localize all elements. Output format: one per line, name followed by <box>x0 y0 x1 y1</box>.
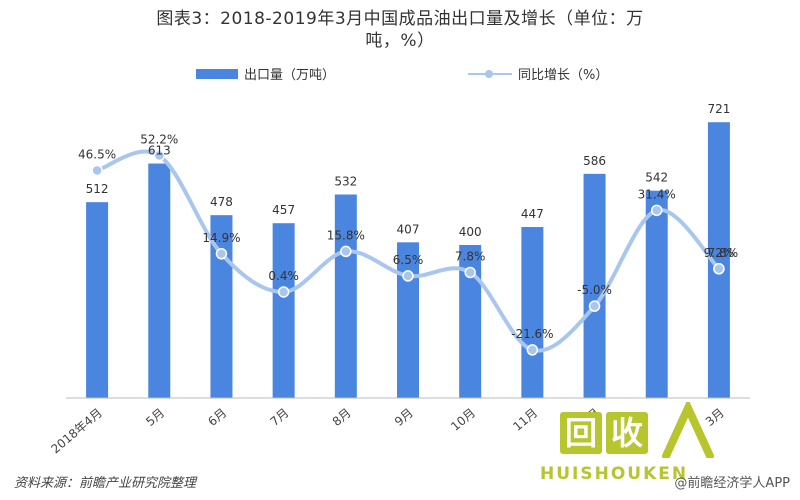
source-note: 资料来源：前瞻产业研究院整理 <box>14 476 197 491</box>
data-label-group: 512 613 478 457 532 407 400 447 586 542 721 46.5% 52… <box>78 102 738 341</box>
growth-point-5 <box>402 270 414 282</box>
bar-label-1: 613 <box>148 144 171 158</box>
watermark-logo: 回 收 HUISHOUKEN <box>540 398 730 494</box>
bar-label-5: 407 <box>397 222 420 236</box>
growth-point-extra <box>713 263 725 275</box>
bar-7 <box>521 227 544 398</box>
growth-label-5: 6.5% <box>393 253 424 267</box>
legend-item-bar: 出口量（万吨） <box>196 64 335 83</box>
watermark-logo-char2: 收 <box>606 412 648 454</box>
x-tick-label-0: 2018年4月 <box>48 406 105 457</box>
growth-point-9 <box>650 204 663 217</box>
growth-point-4 <box>340 245 352 258</box>
growth-label-6: 7.8% <box>455 249 486 263</box>
growth-label-3: 0.4% <box>268 269 299 283</box>
bar-8 <box>583 173 606 398</box>
x-tick-label-1: 5月 <box>143 406 167 429</box>
x-tick-label-2: 6月 <box>205 406 229 429</box>
growth-label-4: 15.8% <box>327 228 365 242</box>
bar-1 <box>148 163 171 398</box>
growth-point-8 <box>588 300 601 312</box>
watermark-logo-domain: HUISHOUKEN <box>540 464 689 484</box>
bar-label-8: 586 <box>583 154 606 168</box>
legend-bar-label: 出口量（万吨） <box>244 68 336 83</box>
bar-label-9: 542 <box>645 171 668 185</box>
x-tick-label-7: 11月 <box>510 406 540 434</box>
bar-3 <box>272 223 295 398</box>
chart-title-line1: 图表3：2018-2019年3月中国成品油出口量及增长（单位：万 <box>156 9 644 29</box>
growth-label-extra: 7.8% <box>708 246 739 260</box>
growth-point-3 <box>277 286 290 298</box>
bar-9 <box>645 190 668 398</box>
x-tick-label-5: 9月 <box>392 406 416 429</box>
growth-label-2: 14.9% <box>202 231 240 245</box>
bar-label-0: 512 <box>86 182 109 196</box>
bar-label-2: 478 <box>210 195 233 209</box>
legend-item-line: 同比增长（%） <box>468 64 608 83</box>
x-tick-label-4: 8月 <box>330 406 354 429</box>
chart-title-line2: 吨，%） <box>365 31 435 51</box>
bar-5 <box>397 242 419 398</box>
legend-bar-swatch <box>196 68 238 79</box>
x-tick-label-3: 7月 <box>268 406 292 429</box>
watermark-brand: @前瞻经济学人APP <box>674 476 790 491</box>
growth-point-2 <box>215 248 228 260</box>
growth-point-1 <box>153 149 166 162</box>
bar-0 <box>86 202 109 398</box>
growth-line-group <box>91 149 725 356</box>
growth-label-10: 9.2% <box>704 246 735 260</box>
bar-4 <box>334 194 357 398</box>
bar-label-10: 721 <box>707 102 730 116</box>
growth-point-6 <box>464 266 476 279</box>
legend-line-swatch <box>468 69 512 79</box>
growth-label-1: 52.2% <box>140 133 178 147</box>
bar-label-7: 447 <box>521 207 544 221</box>
bar-10 <box>707 122 730 398</box>
watermark-person-icon <box>662 402 714 458</box>
growth-label-8: -5.0% <box>577 283 612 297</box>
bar-label-3: 457 <box>272 203 295 217</box>
growth-line <box>96 149 721 353</box>
bar-6 <box>459 245 482 398</box>
legend-line-label: 同比增长（%） <box>518 68 609 83</box>
bar-label-6: 400 <box>459 225 482 239</box>
watermark-logo-char1: 回 <box>560 412 602 454</box>
growth-label-0: 46.5% <box>78 148 116 162</box>
x-tick-label-6: 10月 <box>448 406 478 434</box>
chart-legend: 出口量（万吨） 同比增长（%） <box>0 64 800 84</box>
growth-point-0 <box>91 164 103 177</box>
growth-label-7: -21.6% <box>511 327 553 341</box>
bar-label-4: 532 <box>334 175 357 189</box>
growth-label-9: 31.4% <box>638 187 676 201</box>
chart-title: 图表3：2018-2019年3月中国成品油出口量及增长（单位：万 吨，%） <box>0 8 800 52</box>
growth-point-7 <box>526 344 539 356</box>
bar-group <box>86 122 730 398</box>
